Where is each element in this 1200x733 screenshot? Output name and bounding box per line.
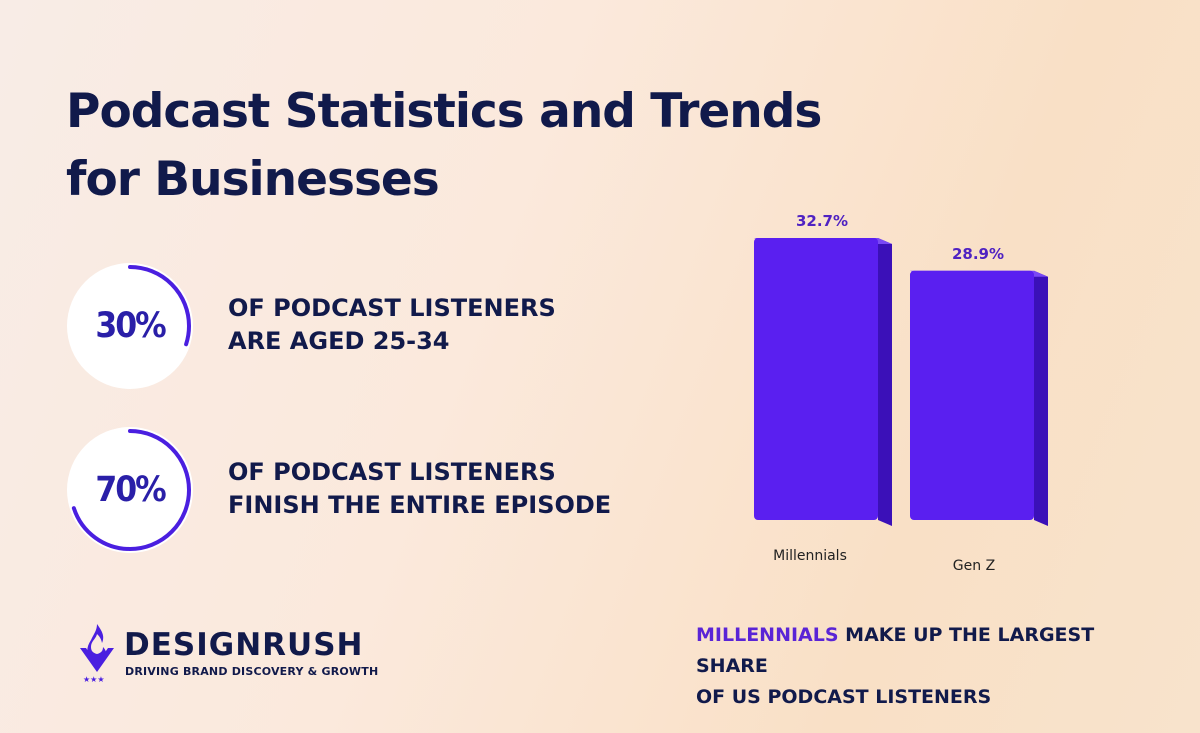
stat-description: OF PODCAST LISTENERS FINISH THE ENTIRE E… [228, 456, 611, 522]
category-label-millennials: Millennials [773, 548, 847, 564]
bar-side-gen-z [1034, 270, 1048, 526]
title-line-1: Podcast Statistics and Trends [66, 84, 822, 139]
stat-line-2: FINISH THE ENTIRE EPISODE [228, 491, 612, 519]
stat-age-25-34: 30% OF PODCAST LISTENERS ARE AGED 25-34 [66, 262, 666, 392]
caption-line-2: OF US PODCAST LISTENERS [696, 686, 992, 708]
ring-progress-arc [69, 265, 191, 387]
caption-line-1: MILLENNIALS MAKE UP THE LARGEST SHARE [696, 620, 1166, 682]
progress-ring-30 [67, 263, 193, 389]
flame-v-icon: ★★★ [80, 624, 114, 684]
stat-percent: 30% [95, 306, 166, 346]
bar-millennials [754, 238, 878, 520]
bar-gen-z [910, 270, 1034, 520]
ring-background [67, 427, 193, 553]
caption-rest: MAKE UP THE LARGEST SHARE [696, 624, 1095, 677]
bar-side-millennials [878, 238, 892, 526]
stat-line-1: OF PODCAST LISTENERS [228, 294, 556, 322]
stat-percent: 70% [95, 470, 166, 510]
bar-chart: 32.7% Millennials 28.9% Gen Z [754, 212, 1048, 574]
stat-description: OF PODCAST LISTENERS ARE AGED 25-34 [228, 292, 556, 358]
title-line-2: for Businesses [66, 152, 440, 207]
ring-progress-arc [69, 429, 191, 551]
category-label-gen-z: Gen Z [953, 558, 995, 574]
progress-ring-70 [67, 427, 193, 553]
value-label-gen-z: 28.9% [952, 245, 1004, 263]
chart-caption: MILLENNIALS MAKE UP THE LARGEST SHARE OF… [696, 620, 1166, 713]
brand-tagline: DRIVING BRAND DISCOVERY & GROWTH [125, 665, 379, 678]
stat-line-1: OF PODCAST LISTENERS [228, 458, 556, 486]
caption-highlight: MILLENNIALS [696, 624, 839, 646]
value-label-millennials: 32.7% [796, 212, 848, 230]
page-title: Podcast Statistics and Trends for Busine… [66, 78, 886, 214]
ring-background [67, 263, 193, 389]
brand-name: DESIGNRUSH [124, 627, 364, 663]
designrush-logo: ★★★ DESIGNRUSH DRIVING BRAND DISCOVERY &… [78, 622, 418, 692]
stat-line-2: ARE AGED 25-34 [228, 327, 450, 355]
svg-text:★★★: ★★★ [83, 675, 105, 684]
stat-finish-episode: 70% OF PODCAST LISTENERS FINISH THE ENTI… [66, 426, 666, 556]
